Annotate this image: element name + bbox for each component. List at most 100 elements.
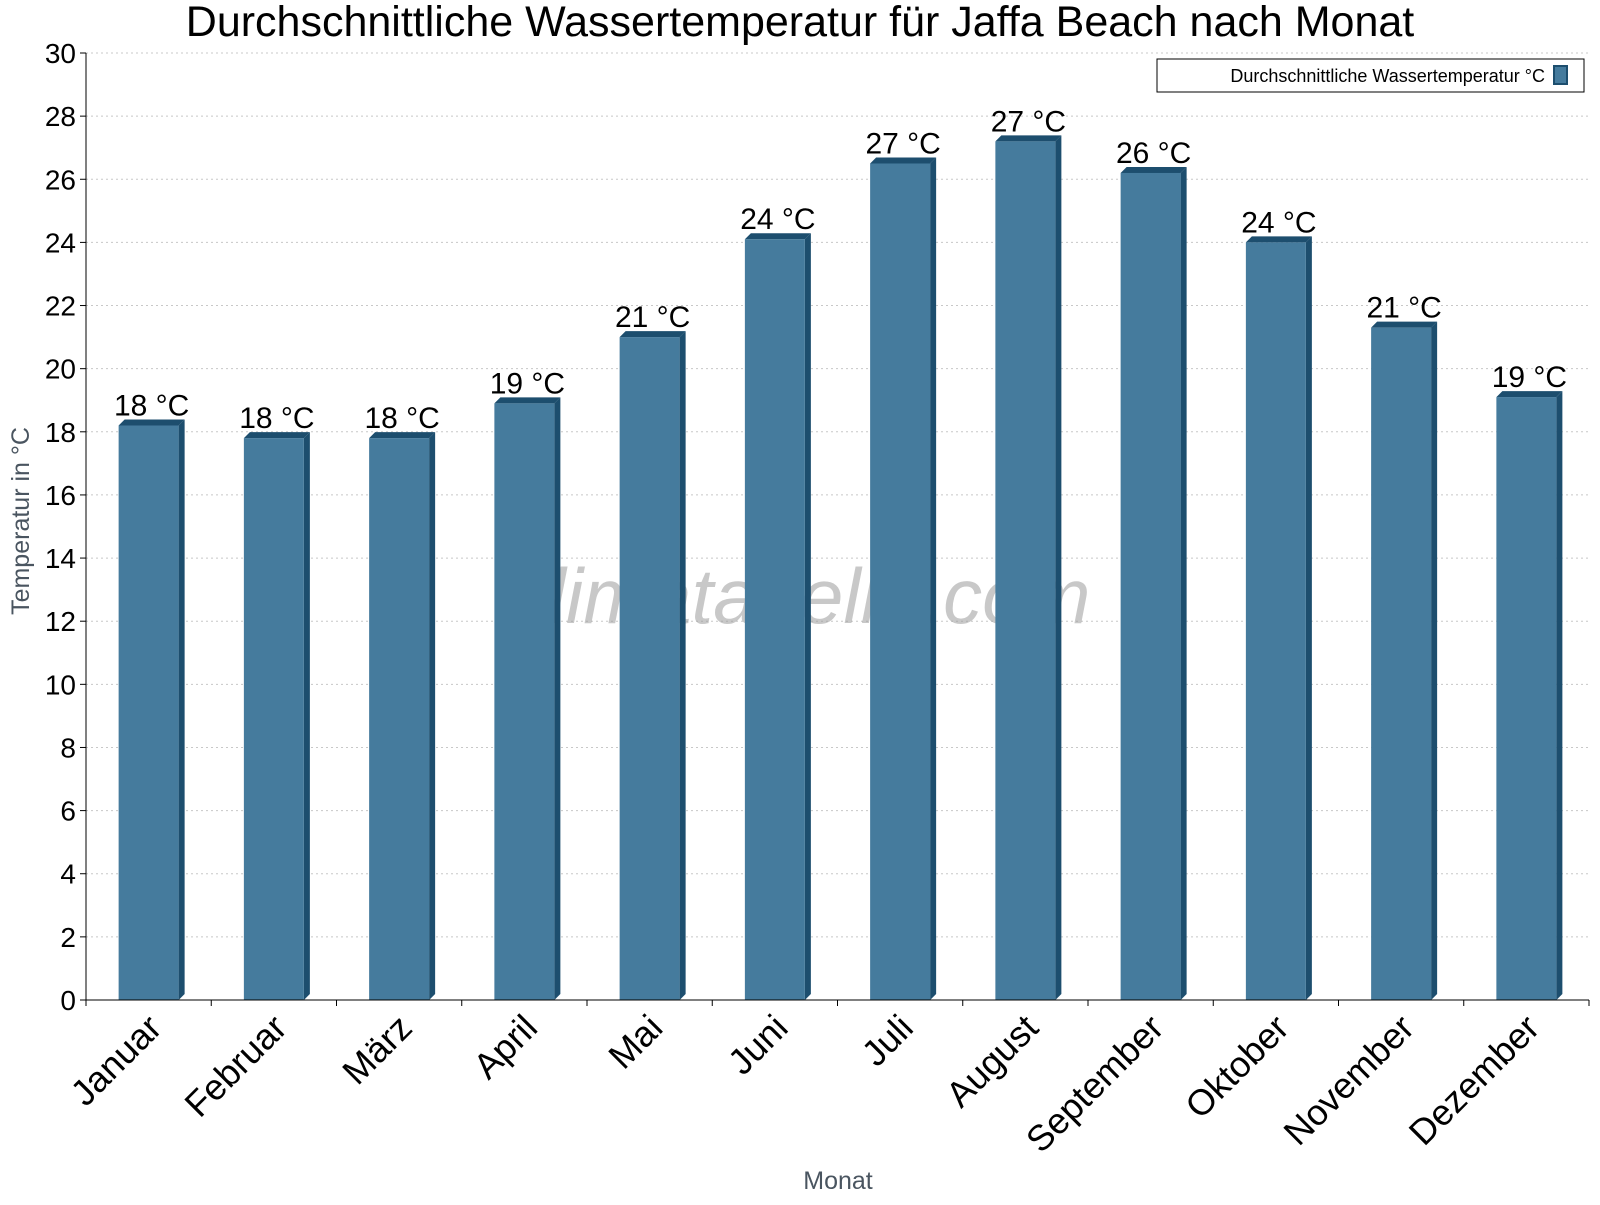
axes [80,52,1590,1006]
legend-label: Durchschnittliche Wassertemperatur °C [1230,66,1545,86]
chart-title: Durchschnittliche Wassertemperatur für J… [186,0,1415,46]
data-labels: 18 °C 18 °C 18 °C 19 °C 21 °C 24 °C 27 °C 27 °C… [114,105,1567,435]
bar-front [243,438,304,1000]
bar-januar [118,419,185,1000]
bar-juli [870,157,937,1000]
bar-front [1245,242,1306,1000]
bar-top [619,331,686,338]
bar-front [494,403,555,1000]
bar-front [744,239,805,1000]
bar-top [494,397,561,404]
data-label: 19 °C [1492,361,1567,394]
y-tick-label: 26 [45,164,76,195]
y-tick-label: 4 [60,859,76,890]
y-tick-label: 24 [45,227,76,258]
x-tick-label: Oktober [1177,1007,1297,1127]
bar-side [1055,135,1062,1001]
bar-front [1371,327,1432,1000]
x-tick-label: November [1275,1007,1421,1153]
bar-side [303,432,310,1000]
x-tick-label: März [334,1007,420,1093]
bar-side [429,432,436,1000]
x-axis-title: Monat [803,1167,873,1195]
bar-side [178,419,185,1000]
bar-februar [243,432,310,1000]
y-tick-label: 8 [60,732,76,763]
bar-front [995,141,1056,1001]
bars [118,135,1563,1001]
data-label: 26 °C [1116,137,1191,170]
y-tick-label: 0 [60,985,76,1016]
data-label: 21 °C [1366,292,1441,325]
data-label: 18 °C [114,389,189,422]
bar-side [930,157,937,1000]
bar-top [243,432,310,439]
x-tick-label: Dezember [1401,1007,1547,1153]
data-label: 27 °C [991,105,1066,138]
bar-side [1305,236,1312,1000]
x-tick-label: Mai [600,1007,670,1077]
legend-box [1156,58,1585,93]
bar-juni [744,233,811,1000]
bar-front [1496,397,1557,1000]
y-tick-label: 22 [45,291,76,322]
y-tick-label: 6 [60,796,76,827]
bar-top [1371,321,1438,328]
bar-front [1120,172,1181,1000]
x-tick-label: Juni [720,1007,796,1083]
bar-top [1496,391,1563,398]
data-label: 19 °C [490,367,565,400]
data-label: 18 °C [364,402,439,435]
bar-side [1431,321,1438,1000]
data-label: 18 °C [239,402,314,435]
x-tick-label: Februar [176,1007,294,1125]
bar-top [1245,236,1312,243]
bar-august [995,135,1062,1001]
x-tick-label: August [938,1007,1046,1115]
bar-front [369,438,430,1000]
data-label: 27 °C [865,127,940,160]
bar-side [804,233,811,1000]
data-label: 21 °C [615,301,690,334]
bar-top [995,135,1062,142]
y-tick-label: 10 [45,669,76,700]
y-tick-label: 16 [45,480,76,511]
bar-side [554,397,561,1000]
bar-front [870,163,931,1000]
legend: Durchschnittliche Wassertemperatur °C [1156,58,1585,93]
bar-märz [369,432,436,1000]
x-tick-label: Januar [62,1007,169,1114]
bar-april [494,397,561,1000]
data-label: 24 °C [740,203,815,236]
bar-front [118,425,179,1000]
x-tick-label: September [1018,1007,1172,1161]
bar-front [619,337,680,1001]
y-tick-label: 14 [45,543,76,574]
bar-november [1371,321,1438,1000]
y-tick-label: 2 [60,922,76,953]
y-tick-label: 28 [45,101,76,132]
bar-september [1120,166,1187,1000]
bar-top [870,157,937,164]
bar-mai [619,331,686,1001]
y-tick-label: 18 [45,417,76,448]
x-tick-label: Juli [854,1007,921,1074]
bar-side [1556,391,1563,1000]
y-axis-title: Temperatur in °C [7,427,35,615]
data-label: 24 °C [1241,206,1316,239]
bar-top [369,432,436,439]
y-tick-label: 12 [45,606,76,637]
bar-oktober [1245,236,1312,1000]
bar-dezember [1496,391,1563,1000]
y-tick-label: 20 [45,354,76,385]
y-tick-label: 30 [45,38,76,69]
bar-top [744,233,811,240]
bar-top [1120,166,1187,173]
x-tick-labels: Januar Februar März April Mai Juni Juli AugustS… [62,1007,1547,1161]
grid-lines [86,52,1589,938]
legend-swatch [1553,65,1568,85]
x-tick-label: April [465,1007,545,1087]
